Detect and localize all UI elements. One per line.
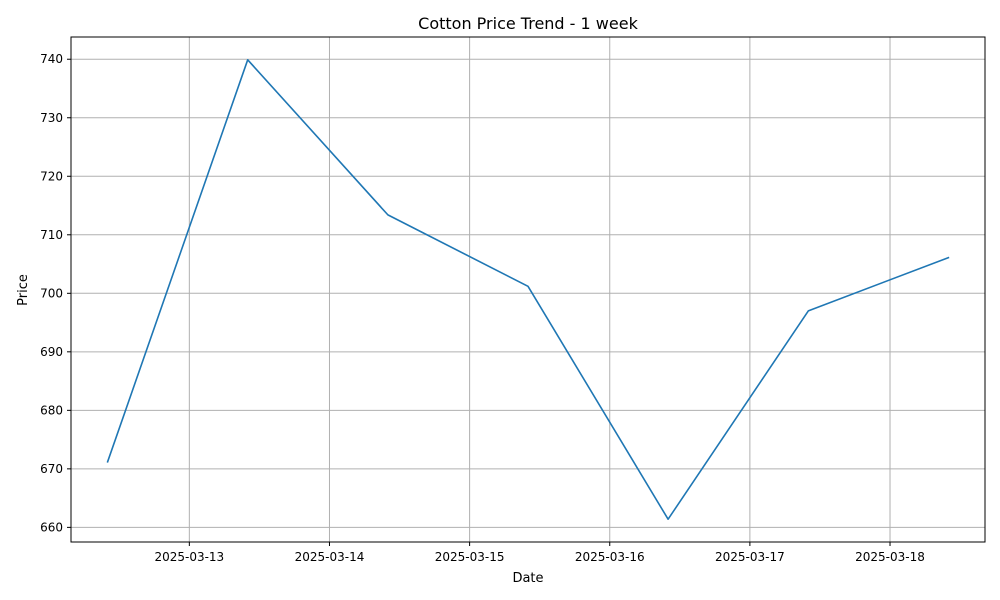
chart-title: Cotton Price Trend - 1 week [418,14,638,33]
axis-ticks: 2025-03-13 2025-03-14 2025-03-15 2025-03-16… [40,52,925,564]
y-axis-title: Price [16,274,31,306]
x-tick-label: 2025-03-16 [575,550,645,564]
y-tick-label: 670 [40,462,63,476]
y-tick-label: 730 [40,111,63,125]
series-layer [106,58,950,521]
y-tick-label: 680 [40,403,63,417]
y-tick-label: 740 [40,52,63,66]
x-tick-label: 2025-03-14 [295,550,365,564]
price-series-line [106,58,950,521]
x-tick-label: 2025-03-15 [435,550,505,564]
y-tick-label: 710 [40,228,63,242]
x-axis-title: Date [512,571,543,586]
x-tick-label: 2025-03-18 [855,550,925,564]
y-tick-label: 690 [40,345,63,359]
y-tick-label: 720 [40,169,63,183]
x-tick-label: 2025-03-17 [715,550,785,564]
x-tick-label: 2025-03-13 [154,550,224,564]
y-tick-label: 660 [40,520,63,534]
y-tick-label: 700 [40,286,63,300]
grid-lines [71,37,985,542]
plot-frame [70,36,986,543]
